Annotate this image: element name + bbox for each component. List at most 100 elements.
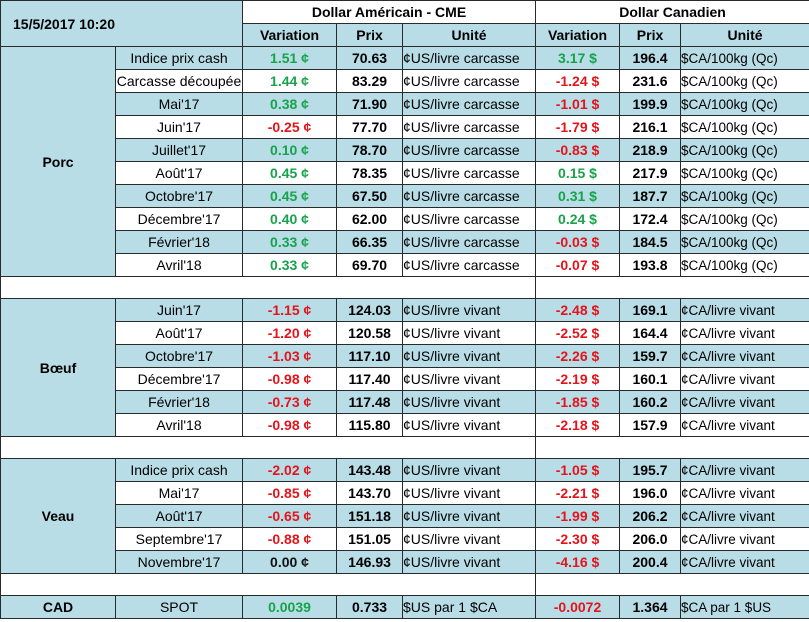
table-row: Porc Indice prix cash 1.51 ¢ 70.63 ¢US/livre… [0, 46, 809, 277]
contract-label: Juillet'17 [114, 138, 244, 162]
cad-variation: -2.30 $ [535, 527, 621, 551]
usd-price: 120.58 [336, 321, 404, 345]
cad-variation: 0.15 $ [535, 161, 621, 185]
cad-price: 159.7 [619, 344, 682, 368]
cad-variation: -4.16 $ [535, 550, 621, 574]
cad-price: 160.1 [619, 367, 682, 391]
cad-price: 169.1 [619, 298, 682, 322]
table-row: Veau Indice prix cash -2.02 ¢ 143.48 ¢US/liv… [0, 458, 809, 574]
usd-price: 0.733 [336, 595, 404, 619]
cad-price: 216.1 [619, 115, 682, 139]
contract-label: Août'17 [114, 321, 244, 345]
cad-variation: -1.24 $ [535, 69, 621, 93]
table-row: Décembre'17 -0.98 ¢ 117.40 ¢US/livre vivant… [1, 367, 809, 391]
usd-unit: ¢US/livre vivant [402, 413, 537, 437]
group-spacer-row [0, 436, 809, 459]
table-row: Mai'17 -0.85 ¢ 143.70 ¢US/livre vivant -2.21… [1, 481, 809, 505]
group-name-2: Veau [0, 458, 116, 574]
cad-unit: ¢CA/livre vivant [680, 367, 809, 391]
cad-unit: ¢CA/livre vivant [680, 504, 809, 528]
table-row: Bœuf Juin'17 -1.15 ¢ 124.03 ¢US/livre vivant… [0, 298, 809, 437]
cad-unit: ¢CA/livre vivant [680, 298, 809, 322]
usd-price: 146.93 [336, 550, 404, 574]
usd-variation: -2.02 ¢ [242, 458, 338, 482]
cad-variation: -0.83 $ [535, 138, 621, 162]
usd-unit: ¢US/livre vivant [402, 321, 537, 345]
cad-price: 196.0 [619, 481, 682, 505]
contract-label: Juin'17 [114, 298, 244, 322]
cad-unit: $CA/100kg (Qc) [680, 207, 809, 231]
usd-unit: ¢US/livre vivant [402, 344, 537, 368]
contract-label: Juin'17 [114, 115, 244, 139]
cad-unit: ¢CA/livre vivant [680, 321, 809, 345]
cad-unit: $CA/100kg (Qc) [680, 115, 809, 139]
table-row: Août'17 -0.65 ¢ 151.18 ¢US/livre vivant -1.9… [1, 504, 809, 528]
cad-price: 196.4 [619, 46, 682, 70]
cad-unit-header: Unité [680, 23, 809, 47]
contract-label: Décembre'17 [114, 367, 244, 391]
usd-unit: ¢US/livre vivant [402, 527, 537, 551]
cad-price: 1.364 [619, 595, 682, 619]
cad-unit: $CA/100kg (Qc) [680, 69, 809, 93]
usd-price: 66.35 [336, 230, 404, 254]
table-row: Mai'17 0.38 ¢ 71.90 ¢US/livre carcasse -1.01… [1, 92, 809, 116]
usd-variation: -0.98 ¢ [242, 367, 338, 391]
cad-unit: $CA par 1 $US [680, 595, 809, 619]
contract-label: Octobre'17 [114, 184, 244, 208]
contract-label: Décembre'17 [114, 207, 244, 231]
contract-label: Octobre'17 [114, 344, 244, 368]
contract-label: Novembre'17 [114, 550, 244, 574]
cad-unit: ¢CA/livre vivant [680, 390, 809, 414]
usd-price: 115.80 [336, 413, 404, 437]
contract-label: Février'18 [114, 390, 244, 414]
cad-unit: $CA/100kg (Qc) [680, 138, 809, 162]
usd-unit: ¢US/livre vivant [402, 298, 537, 322]
cad-price: 187.7 [619, 184, 682, 208]
cad-unit: ¢CA/livre vivant [680, 344, 809, 368]
cad-variation: -2.18 $ [535, 413, 621, 437]
group-spacer-row [0, 573, 809, 596]
usd-variation: 1.51 ¢ [242, 46, 338, 70]
cad-unit: $CA/100kg (Qc) [680, 92, 809, 116]
usd-variation: -0.85 ¢ [242, 481, 338, 505]
cad-unit: ¢CA/livre vivant [680, 481, 809, 505]
group-spacer-row [0, 276, 809, 299]
cad-price: 184.5 [619, 230, 682, 254]
cad-unit: $CA/100kg (Qc) [680, 161, 809, 185]
spacer-cell [0, 436, 537, 459]
cad-price: 160.2 [619, 390, 682, 414]
usd-variation: -0.88 ¢ [242, 527, 338, 551]
usd-variation: 1.44 ¢ [242, 69, 338, 93]
usd-price: 71.90 [336, 92, 404, 116]
usd-variation: -1.03 ¢ [242, 344, 338, 368]
table-row: Octobre'17 -1.03 ¢ 117.10 ¢US/livre vivant -… [1, 344, 809, 368]
usd-price: 117.10 [336, 344, 404, 368]
usd-variation: 0.33 ¢ [242, 253, 338, 277]
timestamp: 15/5/2017 10:20 [0, 0, 244, 47]
usd-unit: ¢US/livre vivant [402, 458, 537, 482]
cad-variation: 0.24 $ [535, 207, 621, 231]
usd-unit: ¢US/livre carcasse [402, 92, 537, 116]
cad-price: 195.7 [619, 458, 682, 482]
usd-unit: ¢US/livre vivant [402, 367, 537, 391]
cad-spot-row: CAD SPOT 0.0039 0.733 $US par 1 $CA -0.0072 1.… [0, 595, 809, 619]
usd-price: 124.03 [336, 298, 404, 322]
table-row: Février'18 -0.73 ¢ 117.48 ¢US/livre vivant -… [1, 390, 809, 414]
table-header-row-columns: Variation Prix Unité Variation Prix Unit… [1, 23, 809, 47]
usd-variation: -1.20 ¢ [242, 321, 338, 345]
usd-unit: ¢US/livre vivant [402, 504, 537, 528]
usd-variation: 0.45 ¢ [242, 184, 338, 208]
cad-price: 172.4 [619, 207, 682, 231]
cad-price: 193.8 [619, 253, 682, 277]
usd-unit: ¢US/livre carcasse [402, 230, 537, 254]
cad-variation: 0.31 $ [535, 184, 621, 208]
usd-unit: ¢US/livre carcasse [402, 184, 537, 208]
contract-label: Avril'18 [114, 253, 244, 277]
usd-price: 69.70 [336, 253, 404, 277]
table-row: Décembre'17 0.40 ¢ 62.00 ¢US/livre carcasse… [1, 207, 809, 231]
usd-price: 117.48 [336, 390, 404, 414]
usd-unit: ¢US/livre carcasse [402, 69, 537, 93]
usd-price: 143.70 [336, 481, 404, 505]
usd-price: 151.18 [336, 504, 404, 528]
cad-variation: -1.79 $ [535, 115, 621, 139]
